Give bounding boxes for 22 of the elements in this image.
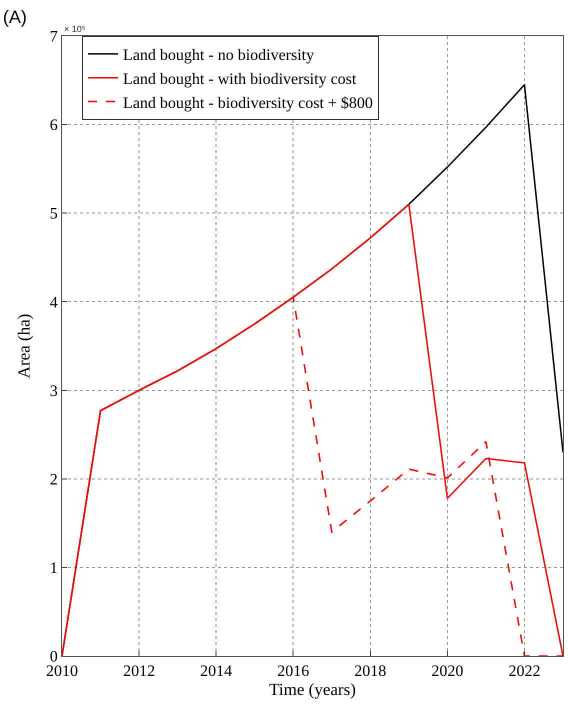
y-tick-label: 2 — [50, 471, 58, 488]
y-tick-label: 4 — [50, 294, 58, 312]
x-tick-label: 2012 — [123, 663, 156, 680]
text: × 10⁵ — [64, 24, 86, 34]
x-tick-label: 2018 — [354, 663, 386, 680]
legend-label: Land bought - biodiversity cost + $800 — [123, 94, 373, 112]
x-tick-label: 2010 — [46, 663, 78, 680]
x-tick-label: 2014 — [200, 663, 232, 680]
x-axis-title: Time (years) — [269, 680, 356, 700]
y-axis-title: Area (ha) — [14, 314, 34, 378]
legend-label: Land bought - no biodiversity — [123, 47, 314, 64]
legend-label: Land bought - with biodiversity cost — [123, 70, 357, 88]
y-tick-label: 5 — [50, 206, 58, 223]
y-tick-label: 0 — [50, 648, 58, 666]
y-tick-label: 3 — [50, 382, 58, 400]
y-tick-label: 7 — [50, 28, 58, 46]
x-tick-label: 2022 — [508, 663, 540, 680]
y-tick-label: 1 — [50, 560, 58, 578]
x-tick-label: 2020 — [431, 663, 464, 680]
chart-title: (A) — [2, 7, 27, 28]
x-tick-label: 2016 — [277, 663, 310, 680]
y-tick-label: 6 — [50, 117, 58, 134]
